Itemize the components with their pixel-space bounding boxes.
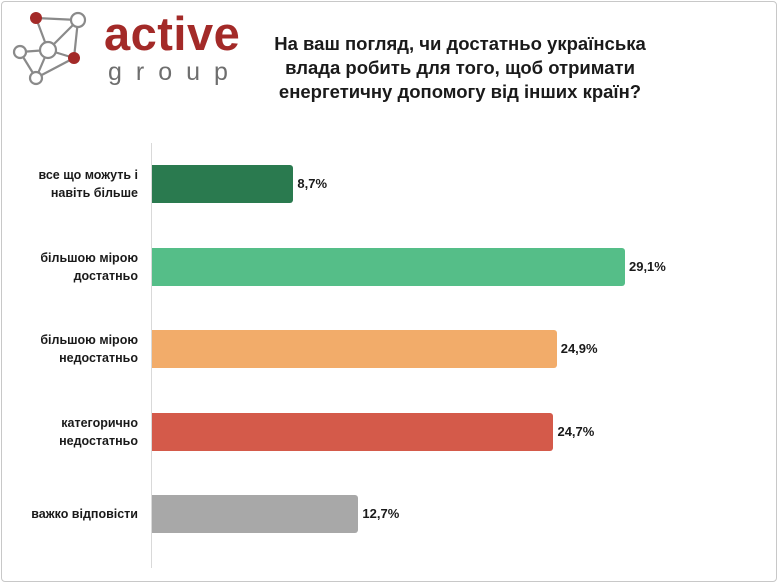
value-label: 12,7% [362, 506, 400, 521]
category-axis-line [151, 143, 152, 568]
category-label-line: недостатньо [59, 351, 138, 365]
category-label-line: важко відповісти [31, 507, 138, 521]
category-label-line: більшою мірою [40, 250, 138, 265]
value-label: 24,9% [560, 341, 598, 356]
category-label-line: все що можуть і [38, 168, 138, 182]
molecule-logo-icon [12, 11, 87, 86]
category-label-line: категорично [61, 415, 138, 430]
bar [152, 165, 294, 203]
category-label-line: достатньо [73, 268, 138, 283]
chart-title: На ваш погляд, чи достатньо українська в… [274, 33, 646, 102]
category-label: більшою мірою недостатньо [14, 331, 138, 367]
logo-wordmark: active [104, 7, 241, 60]
bar [152, 412, 554, 451]
category-label: все що можуть і навіть більше [14, 166, 138, 202]
value-label: 8,7% [297, 176, 328, 191]
category-label-line: недостатньо [59, 433, 138, 448]
active-group-logo: active group [8, 8, 240, 92]
category-label-line: навіть більше [50, 186, 138, 200]
value-label: 29,1% [628, 258, 666, 274]
logo-subtitle: group [108, 58, 242, 86]
category-label: більшою мірою достатньо [14, 249, 138, 285]
bar [152, 495, 359, 533]
category-label-line: більшою мірою [40, 333, 138, 347]
category-label: важко відповісти [14, 505, 138, 523]
value-label: 24,7% [557, 423, 595, 439]
bar [152, 247, 625, 286]
bar [152, 330, 557, 368]
category-label: категорично недостатньо [14, 414, 138, 450]
